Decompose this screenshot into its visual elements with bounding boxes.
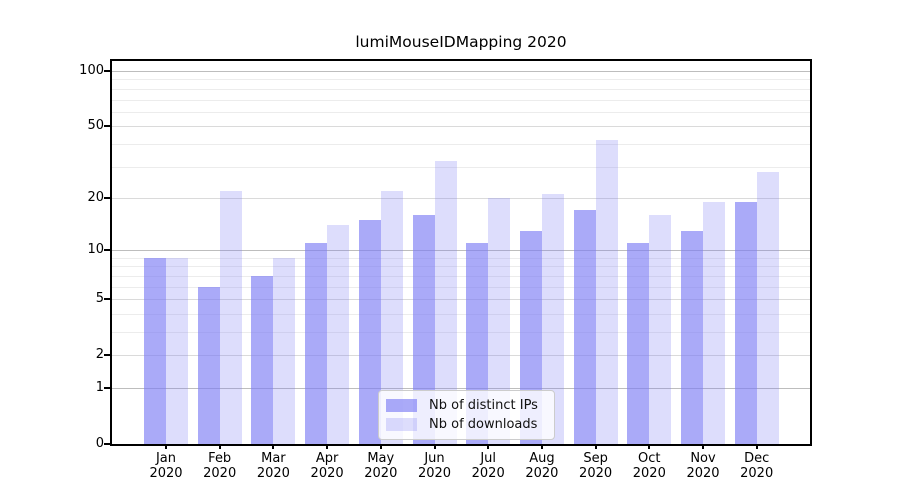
legend-swatch-distinct-ips <box>386 399 417 412</box>
y-tick-mark-1 <box>104 387 110 389</box>
bar-ips-feb <box>197 286 220 444</box>
gridline-y-80 <box>112 88 810 90</box>
y-tick-label-5: 5 <box>95 291 104 307</box>
gridline-y-50 <box>112 126 810 128</box>
gridline-y-10 <box>112 250 810 252</box>
x-tick-mark-dec <box>755 444 758 449</box>
x-tick-label-apr: Apr 2020 <box>310 451 344 481</box>
gridline-y-2 <box>112 355 810 357</box>
x-tick-mark-oct <box>648 444 651 449</box>
y-tick-mark-0 <box>104 443 110 445</box>
gridline-y-90 <box>112 79 810 81</box>
x-tick-mark-nov <box>702 444 704 449</box>
legend-swatch-downloads <box>386 418 417 431</box>
bar-downloads-jun <box>434 161 457 444</box>
legend-entry-downloads: Nb of downloads <box>386 415 554 434</box>
x-tick-label-jan: Jan 2020 <box>149 451 183 481</box>
legend-label-distinct-ips: Nb of distinct IPs <box>429 398 538 413</box>
x-tick-mark-jul <box>487 444 490 449</box>
y-tick-mark-100 <box>104 70 110 72</box>
y-tick-label-1: 1 <box>95 380 104 395</box>
x-tick-label-sep: Sep 2020 <box>579 451 613 481</box>
y-tick-label-50: 50 <box>87 118 104 134</box>
legend-entry-distinct-ips: Nb of distinct IPs <box>386 396 554 415</box>
x-tick-mark-jun <box>433 444 436 449</box>
gridline-y-30 <box>112 166 810 168</box>
bar-ips-dec <box>734 201 757 444</box>
bar-ips-sep <box>573 210 596 444</box>
x-tick-mark-aug <box>540 444 543 449</box>
bar-downloads-may <box>380 190 403 444</box>
gridline-y-60 <box>112 111 810 113</box>
gridline-y-100 <box>112 71 810 72</box>
gridline-y-70 <box>112 99 810 101</box>
gridline-y-3 <box>112 332 810 333</box>
legend: Nb of distinct IPs Nb of downloads <box>378 390 555 440</box>
gridline-y-5 <box>112 299 810 301</box>
x-tick-label-may: May 2020 <box>364 451 398 481</box>
y-tick-label-100: 100 <box>79 63 104 78</box>
x-tick-label-jun: Jun 2020 <box>417 451 452 481</box>
gridline-y-20 <box>112 197 810 199</box>
bar-downloads-apr <box>327 225 350 444</box>
x-tick-mark-may <box>379 444 382 449</box>
y-tick-mark-2 <box>104 354 110 357</box>
bar-downloads-sep <box>595 140 618 444</box>
y-tick-label-2: 2 <box>95 347 104 363</box>
bar-downloads-aug <box>541 194 564 444</box>
x-tick-label-aug: Aug 2020 <box>525 451 559 481</box>
gridline-y-9 <box>112 257 810 259</box>
y-tick-label-10: 10 <box>87 242 104 258</box>
bar-ips-mar <box>251 275 274 444</box>
y-tick-mark-20 <box>104 196 110 199</box>
bar-downloads-jan <box>166 257 188 444</box>
bar-downloads-jul <box>488 197 511 444</box>
bar-downloads-feb <box>219 190 242 444</box>
x-tick-label-oct: Oct 2020 <box>632 451 666 481</box>
x-tick-mark-apr <box>326 444 329 449</box>
bar-ips-jan <box>144 257 166 444</box>
x-tick-label-feb: Feb 2020 <box>203 451 237 481</box>
y-tick-label-0: 0 <box>95 436 104 451</box>
gridline-y-7 <box>112 275 810 277</box>
x-tick-mark-sep <box>594 444 597 449</box>
x-tick-mark-jan <box>165 444 167 449</box>
y-tick-mark-10 <box>104 249 110 252</box>
y-tick-mark-50 <box>104 125 110 128</box>
x-tick-label-jul: Jul 2020 <box>471 451 505 481</box>
bar-ips-oct <box>627 243 650 444</box>
gridline-y-1 <box>112 388 810 389</box>
bar-ips-jun <box>412 215 435 444</box>
chart-title: lumiMouseIDMapping 2020 <box>355 33 567 51</box>
bar-ips-apr <box>305 243 328 444</box>
gridline-y-4 <box>112 313 810 315</box>
bar-ips-nov <box>681 230 703 444</box>
legend-label-downloads: Nb of downloads <box>429 417 538 432</box>
bar-downloads-dec <box>756 171 779 444</box>
gridline-y-40 <box>112 143 810 145</box>
plot-area <box>110 59 812 446</box>
x-tick-mark-mar <box>272 444 275 449</box>
bar-downloads-oct <box>649 215 672 444</box>
gridline-y-6 <box>112 286 810 288</box>
x-tick-label-dec: Dec 2020 <box>740 451 774 481</box>
x-tick-mark-feb <box>218 444 221 449</box>
y-tick-label-20: 20 <box>87 189 104 205</box>
gridline-y-8 <box>112 266 810 268</box>
bar-downloads-mar <box>273 257 296 444</box>
bar-ips-may <box>358 219 381 444</box>
x-tick-label-nov: Nov 2020 <box>686 451 720 481</box>
bar-downloads-nov <box>703 201 725 444</box>
y-tick-mark-5 <box>104 298 110 301</box>
x-tick-label-mar: Mar 2020 <box>256 451 290 481</box>
